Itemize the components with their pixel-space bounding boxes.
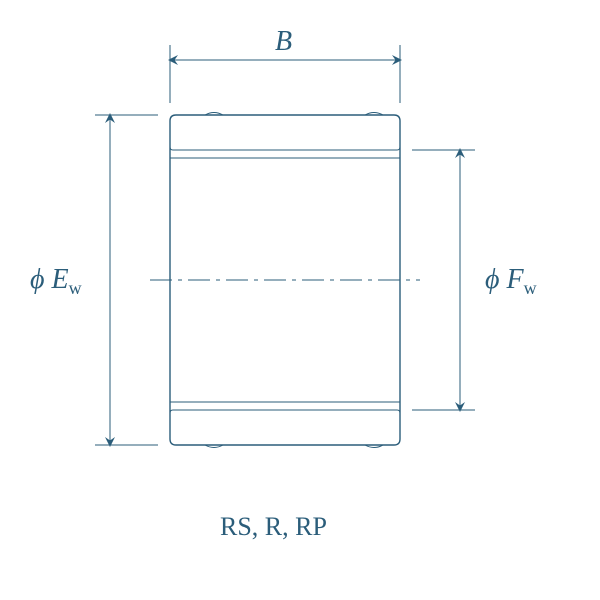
bearing-diagram: Bϕ Ew ϕ Fw RS, R, RP bbox=[0, 0, 600, 600]
caption: RS, R, RP bbox=[220, 512, 327, 541]
label-B: B bbox=[275, 26, 292, 57]
label-Fw: ϕ Fw bbox=[485, 264, 537, 298]
label-Ew: ϕ Ew bbox=[30, 264, 82, 298]
